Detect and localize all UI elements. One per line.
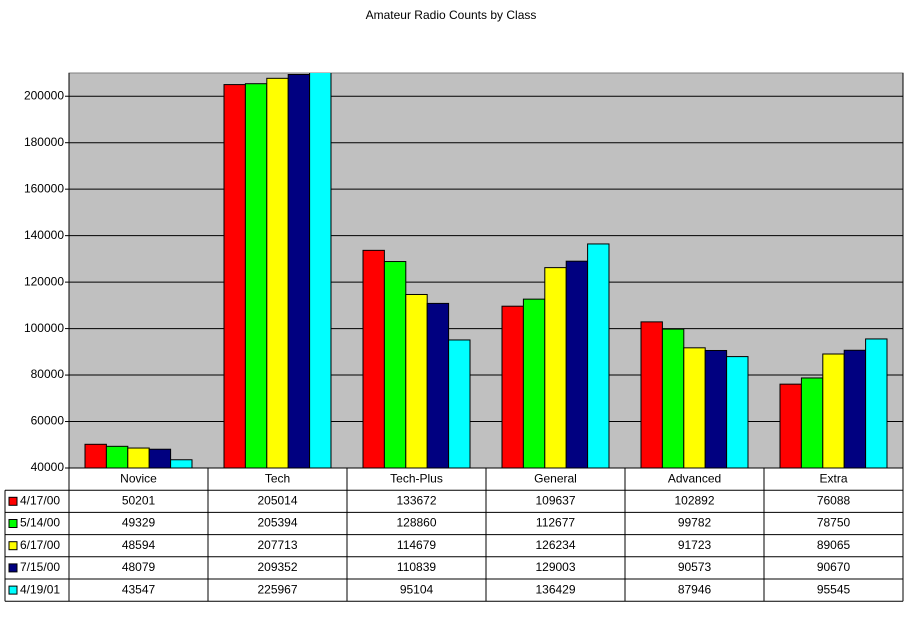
- table-value: 87946: [678, 582, 712, 596]
- bar: [501, 305, 524, 468]
- table-value: 48079: [122, 560, 156, 574]
- y-tick-label: 80000: [31, 367, 65, 381]
- table-value: 205394: [257, 516, 297, 530]
- table-value: 136429: [535, 582, 575, 596]
- table-value: 48594: [122, 538, 156, 552]
- table-value: 207713: [257, 538, 297, 552]
- legend-key: [8, 563, 18, 573]
- bar: [822, 353, 845, 468]
- table-value: 102892: [674, 493, 714, 507]
- y-tick-label: 160000: [24, 181, 64, 195]
- legend-key: [8, 541, 18, 551]
- bar: [105, 445, 129, 468]
- bar: [800, 377, 824, 468]
- table-value: 129003: [535, 560, 575, 574]
- category-label: Extra: [819, 471, 847, 485]
- table-value: 43547: [122, 582, 156, 596]
- y-tick-label: 120000: [24, 274, 64, 288]
- bar: [84, 443, 107, 468]
- bar: [170, 459, 193, 468]
- table-value: 112677: [536, 516, 575, 530]
- bar: [843, 349, 867, 468]
- legend-label: 4/19/01: [20, 582, 60, 596]
- table-value: 133672: [396, 493, 436, 507]
- table-value: 99782: [678, 516, 712, 530]
- table-value: 126234: [535, 538, 575, 552]
- bar: [266, 77, 289, 468]
- bar: [362, 249, 385, 468]
- bar: [704, 349, 728, 468]
- table-value: 114679: [397, 538, 436, 552]
- bar: [661, 328, 685, 468]
- table-value: 90573: [678, 560, 712, 574]
- bar: [865, 338, 888, 468]
- bar: [309, 73, 332, 468]
- category-label: Tech-Plus: [390, 471, 443, 485]
- table-value: 95104: [400, 582, 434, 596]
- bar: [544, 267, 567, 468]
- table-value: 50201: [122, 493, 156, 507]
- category-label: Novice: [120, 471, 157, 485]
- table-value: 91723: [678, 538, 712, 552]
- data-table: Novice 50201 49329 48594 48079 43547 Tech 20501…: [4, 73, 904, 602]
- legend-label: 6/17/00: [20, 538, 60, 552]
- plot-area: [68, 72, 904, 469]
- y-tick-label: 140000: [24, 228, 64, 242]
- legend-key: [8, 496, 18, 506]
- legend-label: 4/17/00: [20, 493, 60, 507]
- bars: [84, 73, 888, 468]
- table-value: 90670: [817, 560, 851, 574]
- bar: [640, 321, 663, 468]
- table-value: 89065: [817, 538, 851, 552]
- bar: [405, 293, 428, 468]
- bar: [587, 243, 610, 468]
- table-value: 110839: [397, 560, 436, 574]
- table-value: 128860: [396, 516, 436, 530]
- category-label: Advanced: [668, 471, 721, 485]
- bar: [426, 302, 450, 468]
- table-value: 49329: [122, 516, 156, 530]
- table-value: 205014: [257, 493, 297, 507]
- legend-key: [8, 519, 18, 528]
- legend-key: [8, 585, 18, 595]
- table-value: 225967: [257, 582, 297, 596]
- bar: [522, 298, 546, 468]
- bar: [223, 84, 246, 468]
- chart-title: Amateur Radio Counts by Class: [366, 8, 537, 22]
- y-tick-label: 60000: [31, 414, 65, 428]
- table-value: 109637: [535, 493, 575, 507]
- bar: [127, 447, 150, 468]
- table-value: 95545: [817, 582, 851, 596]
- bar: [779, 383, 802, 468]
- table-value: 76088: [817, 493, 851, 507]
- bar: [287, 74, 311, 468]
- table-value: 209352: [257, 560, 297, 574]
- bar: [726, 356, 749, 468]
- bar: [148, 448, 172, 468]
- bar: [383, 261, 407, 468]
- category-label: Tech: [265, 471, 290, 485]
- y-tick-label: 180000: [24, 135, 64, 149]
- y-tick-label: 100000: [24, 321, 64, 335]
- bar: [244, 83, 268, 468]
- bar: [448, 339, 471, 468]
- y-tick-label: 200000: [24, 88, 64, 102]
- bar: [683, 347, 706, 468]
- y-tick-label: 40000: [31, 460, 65, 474]
- category-label: General: [534, 471, 577, 485]
- bar: [565, 260, 589, 468]
- legend-label: 5/14/00: [20, 516, 60, 530]
- legend-label: 7/15/00: [20, 560, 60, 574]
- table-value: 78750: [817, 516, 851, 530]
